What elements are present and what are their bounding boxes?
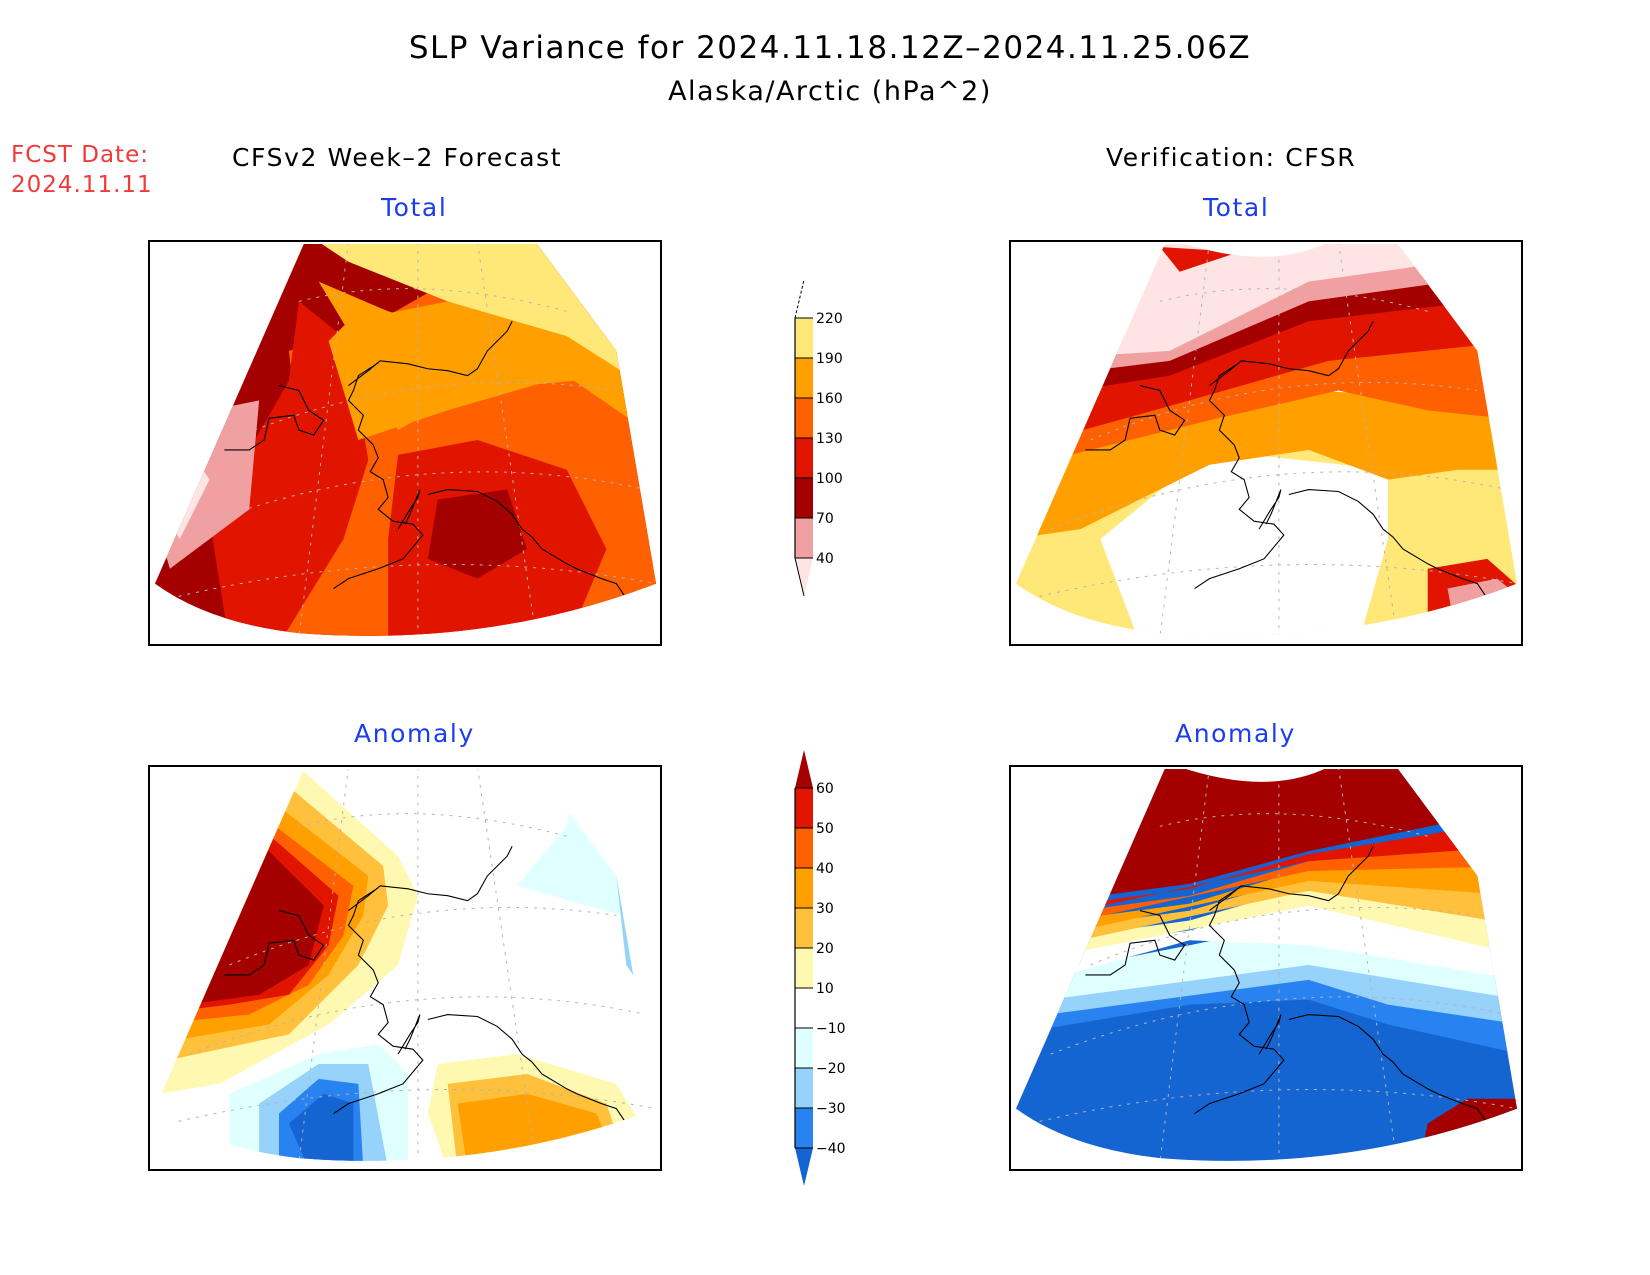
colorbar-tick-label: 10 xyxy=(816,981,834,997)
colorbar-bin xyxy=(795,280,813,318)
colorbar-tick-label: 100 xyxy=(816,471,843,487)
colorbar-bin xyxy=(795,868,813,908)
colorbar-tick-label: 190 xyxy=(816,351,843,367)
graticule-line xyxy=(1159,243,1210,636)
colorbar-tick-label: 60 xyxy=(816,781,834,797)
panel-label-forecast-anomaly: Anomaly xyxy=(354,719,475,748)
map-forecast-total xyxy=(148,240,662,646)
panel-label-verification-anomaly: Anomaly xyxy=(1175,719,1296,748)
contour-region xyxy=(1015,321,1518,470)
graticule-line xyxy=(229,381,617,441)
graticule-line xyxy=(298,813,567,837)
graticule-line xyxy=(229,906,617,966)
column-heading-verification: Verification: CFSR xyxy=(1106,143,1357,172)
graticule-line xyxy=(1159,813,1428,837)
graticule-line xyxy=(298,768,349,1161)
colorbar-tick-label: 20 xyxy=(816,941,834,957)
colorbar-bin xyxy=(795,478,813,518)
colorbar-tick-label: 70 xyxy=(816,511,834,527)
graticule-line xyxy=(298,243,349,636)
graticule-line xyxy=(1159,768,1210,1161)
colorbar-tick-label: −30 xyxy=(816,1101,846,1117)
colorbar-bin xyxy=(795,1068,813,1108)
contour-region xyxy=(209,301,369,636)
colorbar-bin xyxy=(795,788,813,828)
graticule-line xyxy=(298,288,567,312)
contour-region xyxy=(1159,246,1240,272)
colorbar-bin xyxy=(795,358,813,398)
contour-region xyxy=(1015,856,1518,946)
colorbar-tick-label: 40 xyxy=(816,861,834,877)
colorbar-tick-label: 40 xyxy=(816,551,834,567)
colorbar-bin xyxy=(795,828,813,868)
contour-region xyxy=(427,489,528,579)
map-forecast-anomaly xyxy=(148,765,662,1171)
graticule-line xyxy=(1090,381,1478,441)
fcst-date-label: FCST Date: xyxy=(11,142,149,168)
column-heading-forecast: CFSv2 Week–2 Forecast xyxy=(232,143,563,172)
chart-subtitle: Alaska/Arctic (hPa^2) xyxy=(668,76,992,107)
total-colorbar: 220 190 160 130 100 70 40 xyxy=(790,279,870,624)
colorbar-bin xyxy=(795,988,813,1028)
panel-label-verification-total: Total xyxy=(1203,193,1270,222)
map-verification-anomaly xyxy=(1009,765,1523,1171)
contour-region xyxy=(457,1093,607,1161)
colorbar-bin xyxy=(795,438,813,478)
fcst-date: FCST Date: 2024.11.11 xyxy=(11,140,153,200)
graticule-line xyxy=(1159,288,1428,312)
contour-region xyxy=(1015,281,1518,450)
colorbar-bin xyxy=(795,318,813,358)
graticule-line xyxy=(1090,906,1478,966)
fcst-date-value: 2024.11.11 xyxy=(11,172,153,198)
colorbar-tick-label: −20 xyxy=(816,1061,846,1077)
polar-cutout xyxy=(1179,242,1329,257)
colorbar-bin xyxy=(795,908,813,948)
coastline xyxy=(1085,320,1488,599)
colorbar-bin xyxy=(795,558,813,596)
contour-region xyxy=(1015,836,1518,936)
colorbar-bin xyxy=(795,518,813,558)
contour-region xyxy=(1447,578,1518,636)
colorbar-tick-label: 50 xyxy=(816,821,834,837)
colorbar-tick-label: −40 xyxy=(816,1141,846,1157)
colorbar-bin xyxy=(795,750,813,788)
colorbar-tick-label: 160 xyxy=(816,391,843,407)
contour-region xyxy=(1015,261,1518,401)
colorbar-tick-label: 130 xyxy=(816,431,843,447)
panel-label-forecast-total: Total xyxy=(381,193,448,222)
colorbar-tick-label: 30 xyxy=(816,901,834,917)
coastline xyxy=(224,845,627,1124)
polar-cutout xyxy=(1179,767,1329,782)
contour-region xyxy=(1015,866,1518,956)
colorbar-bin xyxy=(795,398,813,438)
colorbar-bin xyxy=(795,948,813,988)
colorbar-tick-label: −10 xyxy=(816,1021,846,1037)
contour-region xyxy=(1015,816,1518,926)
map-verification-total xyxy=(1009,240,1523,646)
coastline xyxy=(1085,845,1488,1124)
coastline xyxy=(224,320,627,599)
colorbar-bin xyxy=(795,1148,813,1186)
contour-region xyxy=(1100,449,1389,636)
colorbar-tick-label: 220 xyxy=(816,311,843,327)
anomaly-colorbar: 60 50 40 30 20 10 −10 −20 −30 −40 xyxy=(790,750,870,1204)
colorbar-bin xyxy=(795,1028,813,1068)
contour-region xyxy=(318,281,627,431)
colorbar-bin xyxy=(795,1108,813,1148)
chart-title: SLP Variance for 2024.11.18.12Z–2024.11.… xyxy=(408,30,1252,66)
